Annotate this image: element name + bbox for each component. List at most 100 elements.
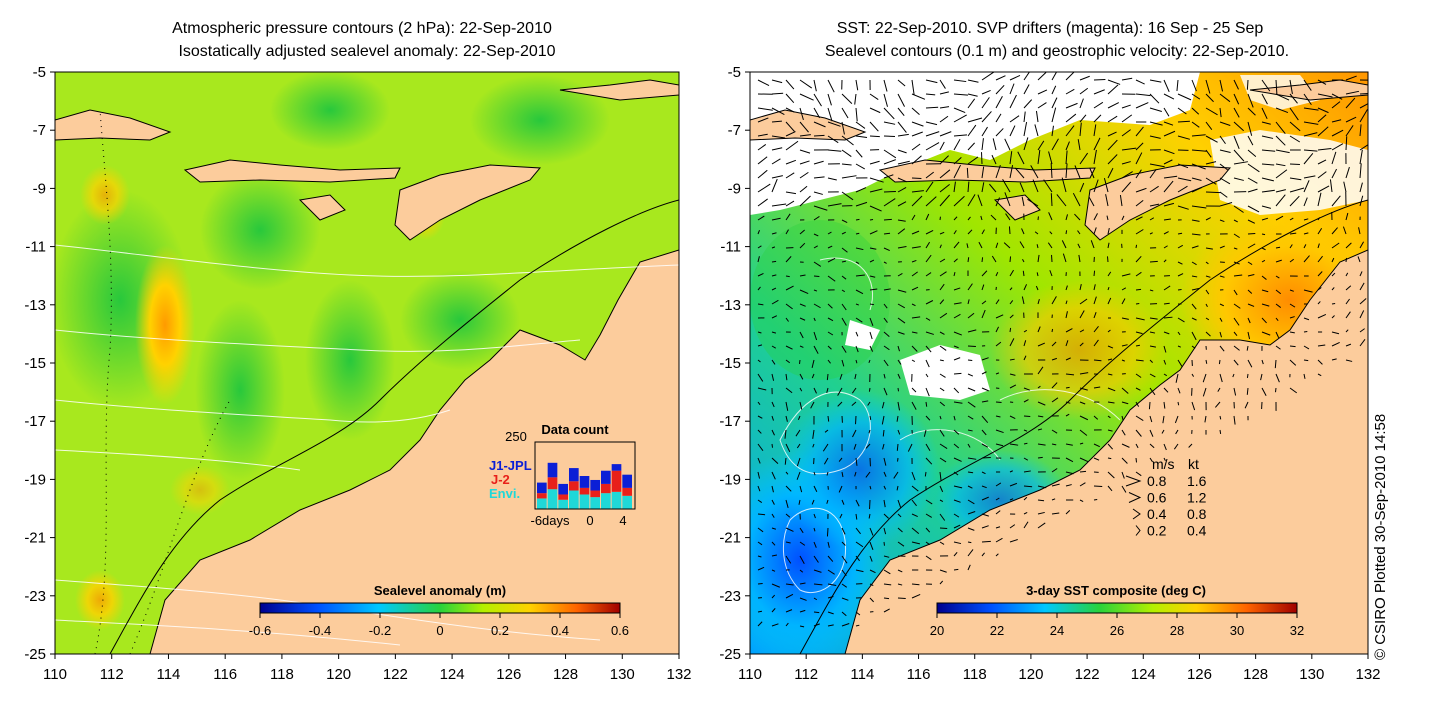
velocity-vector (1275, 289, 1282, 295)
velocity-vector (1079, 470, 1087, 473)
velocity-vector (1009, 83, 1015, 95)
velocity-vector (855, 79, 859, 91)
velocity-vector (1051, 483, 1060, 487)
velocity-vector (1218, 359, 1221, 365)
velocity-vector (1135, 415, 1144, 421)
velocity-vector (1177, 345, 1181, 348)
velocity-vector (869, 288, 878, 291)
velocity-vector (925, 300, 934, 305)
velocity-vector (1247, 232, 1256, 235)
velocity-vector (925, 513, 932, 518)
velocity-vector (799, 527, 804, 534)
velocity-vector (1233, 303, 1241, 309)
velocity-vector (1135, 317, 1145, 321)
velocity-vector (1289, 289, 1294, 292)
velocity-vector (1247, 219, 1256, 224)
velocity-vector (939, 141, 945, 151)
left-x-tick-label: 128 (553, 666, 578, 683)
velocity-vector (1359, 163, 1362, 179)
velocity-vector (883, 198, 896, 207)
velocity-vector (995, 497, 1000, 501)
velocity-vector (869, 583, 874, 586)
velocity-vector (1275, 121, 1286, 135)
velocity-vector (995, 326, 1000, 333)
velocity-vector (799, 303, 806, 307)
velocity-vector (785, 513, 791, 518)
velocity-vector (1009, 94, 1017, 109)
velocity-vector (869, 527, 874, 536)
velocity-vector (953, 387, 960, 394)
velocity-vector (1051, 138, 1059, 151)
velocity-vector (868, 513, 871, 519)
velocity-vector (1023, 457, 1029, 461)
velocity-vector (967, 564, 971, 571)
velocity-vector (841, 359, 845, 367)
velocity-vector (883, 608, 890, 613)
velocity-vector (799, 79, 813, 89)
left-x-tick-label: 112 (100, 666, 124, 683)
velocity-vector (967, 359, 973, 362)
velocity-vector (1037, 456, 1043, 459)
velocity-vector (1317, 344, 1326, 347)
velocity-vector (1345, 242, 1352, 249)
velocity-vector (911, 214, 916, 221)
velocity-vector (1173, 443, 1179, 450)
velocity-vector (1079, 457, 1089, 463)
data-count-bar-j2 (579, 487, 590, 495)
velocity-vector (785, 415, 788, 422)
velocity-vector (869, 331, 873, 340)
velocity-vector (1177, 93, 1192, 101)
velocity-vector (925, 254, 932, 263)
velocity-vector (981, 300, 987, 305)
velocity-vector (1261, 163, 1275, 166)
velocity-vector (1331, 227, 1338, 235)
colorbar-tick-label: 20 (930, 623, 944, 638)
velocity-vector (953, 551, 958, 557)
velocity-vector (1009, 74, 1021, 81)
left-x-tick-label: 114 (156, 666, 180, 683)
velocity-vector (771, 513, 775, 518)
legend-envi: Envi. (489, 486, 520, 501)
velocity-vector (1359, 328, 1365, 333)
velocity-legend-arrow (1135, 525, 1141, 536)
velocity-vector (1345, 97, 1356, 109)
velocity-vector (1317, 79, 1327, 85)
velocity-vector (1163, 175, 1178, 179)
velocity-vector (1261, 217, 1269, 221)
velocity-vector (995, 482, 1002, 487)
velocity-vector (1030, 165, 1039, 179)
velocity-vector (799, 107, 804, 120)
velocity-vector (799, 555, 805, 565)
velocity-vector (1027, 198, 1039, 207)
velocity-vector (813, 387, 817, 394)
velocity-vector (811, 359, 815, 368)
velocity-vector (1247, 261, 1253, 266)
velocity-vector (1093, 227, 1097, 235)
velocity-vector (1048, 212, 1053, 221)
velocity-vector (757, 245, 762, 249)
velocity-vector (1009, 327, 1012, 333)
credit-text: © CSIRO Plotted 30-Sep-2010 14:58 (1372, 414, 1389, 660)
left-x-tick-label: 122 (383, 666, 408, 683)
velocity-vector (1205, 217, 1211, 221)
velocity-vector (827, 231, 832, 235)
velocity-vector (1163, 107, 1170, 117)
velocity-vector (1079, 442, 1084, 445)
velocity-vector (771, 260, 777, 263)
velocity-vector (799, 160, 810, 165)
velocity-vector (1345, 90, 1360, 95)
velocity-vector (785, 159, 797, 165)
velocity-vector (911, 79, 915, 95)
velocity-vector (869, 135, 880, 138)
velocity-vector (771, 373, 775, 381)
velocity-vector (1303, 218, 1309, 221)
velocity-vector (1303, 330, 1308, 333)
velocity-vector (1065, 214, 1068, 221)
velocity-vector (827, 177, 837, 181)
velocity-vector (1331, 331, 1340, 335)
velocity-vector (841, 107, 849, 119)
velocity-vector (757, 256, 760, 263)
velocity-vector (1303, 232, 1309, 235)
velocity-vector (813, 583, 823, 586)
velocity-vector (841, 569, 847, 577)
